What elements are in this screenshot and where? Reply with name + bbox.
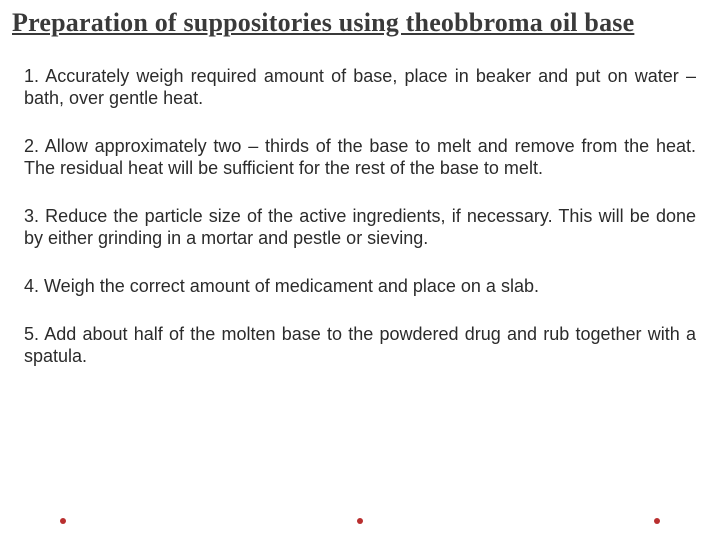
- dot-icon: [654, 518, 660, 524]
- step-1: 1. Accurately weigh required amount of b…: [0, 66, 720, 110]
- step-4: 4. Weigh the correct amount of medicamen…: [0, 276, 720, 298]
- dot-icon: [60, 518, 66, 524]
- dot-icon: [357, 518, 363, 524]
- page-title: Preparation of suppositories using theob…: [0, 0, 720, 38]
- step-3: 3. Reduce the particle size of the activ…: [0, 206, 720, 250]
- decorative-dots: [60, 518, 660, 524]
- step-2: 2. Allow approximately two – thirds of t…: [0, 136, 720, 180]
- step-5: 5. Add about half of the molten base to …: [0, 324, 720, 368]
